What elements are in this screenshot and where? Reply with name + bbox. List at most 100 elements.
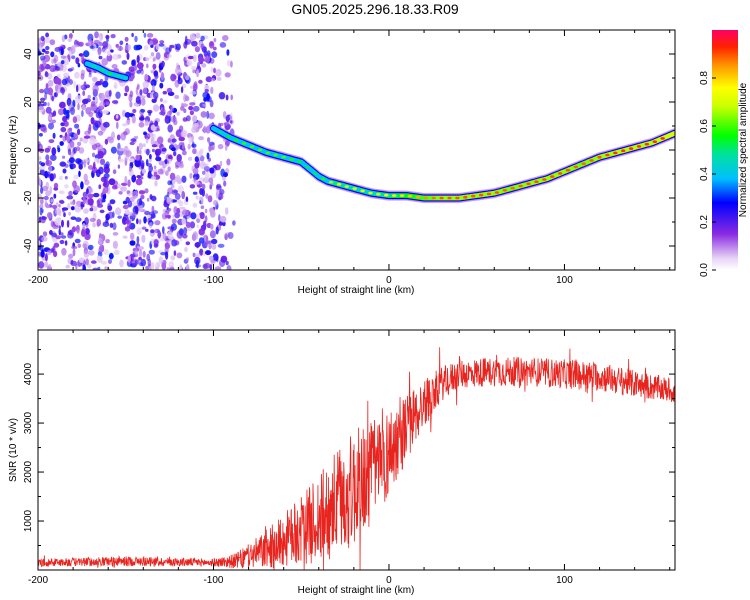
noise-blob [44,36,50,44]
noise-blob [44,71,49,78]
noise-blob [218,92,226,100]
noise-blob [87,193,94,199]
noise-blob [185,241,190,246]
noise-blob [222,111,227,119]
noise-blob [103,249,109,256]
colorbar: 0.0 0.2 0.4 0.6 0.8 Normalized spectral ampl… [699,30,749,277]
noise-blob [185,221,191,228]
snr-x-label: Height of straight line (km) [298,585,415,596]
x-tick-label: -200 [28,275,48,286]
noise-blob [60,126,67,133]
noise-blob [80,181,84,190]
colorbar-tick-label: 0.8 [699,71,710,85]
ridge-core [415,195,421,199]
noise-blob [58,225,61,230]
noise-blob [99,244,104,253]
noise-blob [66,195,74,200]
noise-blob [96,255,101,259]
noise-blob [95,169,101,178]
noise-blob [202,251,206,256]
noise-blob [47,113,52,121]
noise-blob [69,140,75,148]
noise-blob [70,46,76,54]
noise-blob [82,90,86,96]
noise-blob [184,246,188,253]
noise-blob [187,143,191,150]
noise-blob [219,259,226,268]
noise-blob [87,263,92,269]
noise-blob [63,58,69,66]
noise-blob [202,163,209,167]
noise-blob [60,122,65,127]
noise-blob [154,228,160,234]
noise-blob [186,115,191,122]
noise-blob [112,232,119,236]
ridge-core [486,192,492,196]
noise-blob [166,214,171,219]
noise-blob [108,89,112,97]
y-tick-label: 0 [23,147,34,153]
noise-blob [214,266,222,270]
noise-blob [108,253,114,259]
noise-blob [191,126,197,134]
noise-blob [76,229,80,235]
noise-blob [203,50,208,57]
noise-blob [176,111,180,116]
noise-blob [45,190,51,197]
colorbar-tick-label: 0.0 [699,263,710,277]
noise-blob [230,60,233,68]
noise-blob [200,111,207,118]
noise-blob [58,203,61,208]
noise-blob [130,138,137,143]
noise-blob [182,129,188,138]
noise-blob [180,106,185,111]
noise-blob [124,85,130,93]
noise-blob [92,96,96,101]
noise-blob [174,94,180,100]
noise-blob [145,265,149,270]
noise-blob [175,43,181,51]
snr-x-ticks: -200 -100 0 100 [28,330,671,586]
noise-blob [208,41,215,49]
noise-blob [185,196,189,202]
noise-blob [39,88,45,94]
ridge-core [281,155,286,159]
noise-blob [48,165,52,173]
noise-blob [141,226,147,230]
noise-blob [86,188,89,195]
noise-blob [124,209,130,215]
noise-blob [210,259,217,263]
noise-blob [97,237,103,245]
noise-blob [125,150,132,158]
noise-blob [226,158,231,166]
noise-blob [119,259,124,268]
noise-blob [186,264,190,270]
noise-blob [198,56,205,63]
noise-blob [181,191,186,200]
noise-blob [93,161,96,170]
noise-blob [52,173,57,179]
colorbar-tick-label: 0.4 [699,167,710,181]
noise-blob [161,147,167,152]
noise-blob [208,241,212,250]
figure-title: GN05.2025.296.18.33.R09 [291,1,459,17]
noise-blob [105,239,110,244]
noise-blob [95,142,101,148]
noise-blob [225,260,229,266]
ridge-core [636,145,642,148]
noise-blob [38,178,42,187]
noise-blob [158,43,165,47]
noise-blob [61,78,67,86]
noise-blob [72,163,76,169]
y-tick-label: -20 [23,190,34,205]
noise-blob [96,158,100,164]
noise-blob [158,59,162,64]
noise-blob [133,250,139,256]
noise-blob [208,112,215,120]
noise-blob [230,119,233,124]
ridge-core [352,187,357,190]
y-tick-label: 3000 [23,412,34,435]
noise-blob [47,79,54,87]
noise-blob [224,72,231,78]
y-tick-label: 1000 [23,509,34,532]
